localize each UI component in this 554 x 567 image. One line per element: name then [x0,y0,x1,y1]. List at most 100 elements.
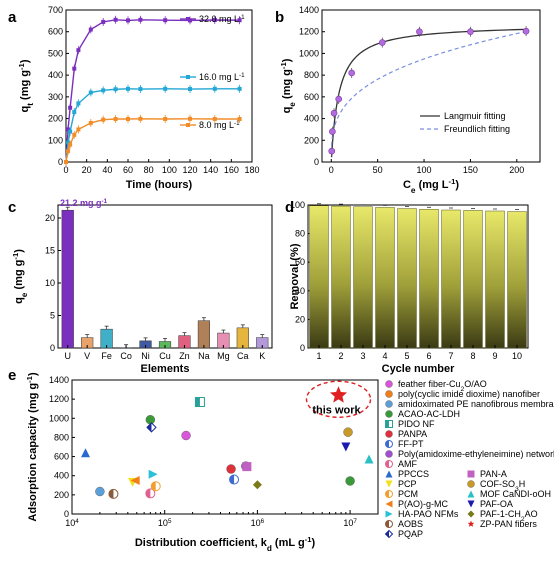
panel-a-point [88,90,93,95]
panel-e-legend-label-part: poly(cyclic imide dioxime) nanofiber [398,389,540,399]
panel-e-point-fill [151,481,156,491]
panel-a-series-line [65,19,240,163]
panel-d-xtick-label: 5 [404,351,409,361]
panel-e-legend-label: PCM [398,489,418,499]
panel-b-point [330,109,338,117]
panel-e-legend2-marker [467,500,475,508]
panel-e-legend2-label-part: COF-SO [480,479,515,489]
panel-e-point [343,427,353,437]
panel-e-legend2-marker [467,510,475,518]
panel-c-ytick-label: 5 [50,311,55,321]
panel-e-legend-label-part: HA-PAO NFMs [398,509,459,519]
panel-a-point [163,86,168,91]
panel-c-xtick-label: Na [198,351,210,361]
panel-e-xlabel-part: (mL g [272,537,305,549]
panel-a-point [126,86,130,91]
panel-d-bar [331,205,351,349]
panel-e-xlabel-part: -1 [305,535,313,544]
panel-e-point [81,448,91,458]
panel-a-ylabel-part: q [19,106,31,113]
panel-d-bar [375,207,395,349]
panel-e-legend-label: amidoximated PE nanofibrous membrane [398,399,554,409]
panel-a-point [66,140,71,145]
panel-a-legend-marker [186,17,190,21]
panel-d-bar [463,210,483,349]
panel-e-legend-label: PCP [398,479,417,489]
panel-a-point [126,117,130,122]
panel-a-point [88,27,93,32]
panel-e-legend2-label: COF-SO3H [480,479,525,493]
panel-e-legend-marker [385,430,393,438]
panel-c-xtick-label: U [64,351,71,361]
panel-e-point-fill [108,489,114,499]
panel-c-xtick-label: Ni [141,351,150,361]
panel-a-ytick-label: 0 [58,157,63,167]
panel-d-xtick-label: 1 [316,351,321,361]
panel-e-legend-label: HA-PAO NFMs [398,509,459,519]
panel-d-ytick-label: 80 [295,229,305,239]
panel-b-xtick-label: 100 [417,165,432,175]
panel-d-bar [353,206,373,349]
panel-c-xtick-label: Mg [217,351,230,361]
panel-e-xtick-label-part: 10 [251,518,261,528]
panel-a-legend-label: 32.0 mg L-1 [199,14,245,25]
panel-a-point [188,87,192,92]
panel-e-point [330,386,348,403]
panel-e-xtick-label: 104 [65,518,79,529]
panel-a-series-line [65,88,240,163]
panel-e-xtick-label-part: 10 [158,518,168,528]
panel-c-ylabel-part: q [13,297,25,304]
panel-d-bar [441,209,461,349]
panel-e-legend-label-part: PQAP [398,529,423,539]
panel-e-legend-marker [385,480,393,488]
panel-b-ytick-label: 0 [314,157,319,167]
panel-a-legend-label: 8.0 mg L-1 [199,120,240,131]
panel-e-legend-label-part: 2 [461,386,465,393]
panel-e-legend-label: PQAP [398,529,423,539]
panel-d-bar [309,205,329,349]
panel-e-legend-marker [385,510,393,518]
panel-c-ytick-label: 0 [50,343,55,353]
panel-a-xtick-label: 100 [162,165,177,175]
panel-a-point [113,17,118,22]
panel-a-legend-label-part: -1 [234,120,240,127]
panel-b-ytick-label: 1000 [299,48,319,58]
panel-e-legend-label-part: FF-PT [398,439,424,449]
panel-a-point [188,116,192,121]
panel-e-ylabel-part: Adsorption capacity (mg g [27,383,39,522]
panel-c-ylabel-part: -1 [11,252,20,260]
panel-e-legend2-label: PAN-A [480,469,507,479]
panel-c-bar [197,320,210,349]
panel-e-legend-marker-fill [385,460,389,468]
panel-a-point [101,117,106,122]
panel-b-ytick-label: 1200 [299,27,319,37]
panel-e-legend2-marker [467,480,475,488]
panel-c-ylabel-part: e [20,292,29,297]
panel-b-point [348,69,355,77]
panel-c-annotation-part: -1 [102,198,108,205]
panel-e-xtick-label-part: 10 [343,518,353,528]
panel-a-point [237,86,242,91]
panel-a-point [237,117,242,122]
panel-e-legend-label-part: ACAO-AC-LDH [398,409,460,419]
panel-b-ytick-label: 600 [304,92,319,102]
panel-e-legend-label-part: Poly(amidoxime-ethyleneimine) network [398,449,554,459]
panel-e-xtick-label-part: 4 [75,518,79,525]
panel-e-highlight-label: this work [312,404,361,416]
panel-b-point [329,128,336,135]
panel-a-point [237,18,242,23]
panel-c-ylabel-part: (mg g [13,260,25,293]
panel-d-ytick-label: 0 [300,343,305,353]
panel-a-point [68,105,73,110]
panel-e-point [95,486,105,497]
panel-e-legend-label-part: feather fiber-Cu [398,379,461,389]
panel-c-ytick-label: 20 [45,213,55,223]
panel-b-xlabel-part: ) [455,179,459,191]
panel-d-xtick-label: 7 [448,351,453,361]
panel-a-ylabel-part: ) [19,59,31,63]
panel-a-point [72,66,77,71]
panel-a-xtick-label: 40 [102,165,112,175]
panel-e-ylabel-part: ) [27,372,39,376]
panel-e-legend-marker [385,450,393,458]
panel-d-xtick-label: 6 [426,351,431,361]
